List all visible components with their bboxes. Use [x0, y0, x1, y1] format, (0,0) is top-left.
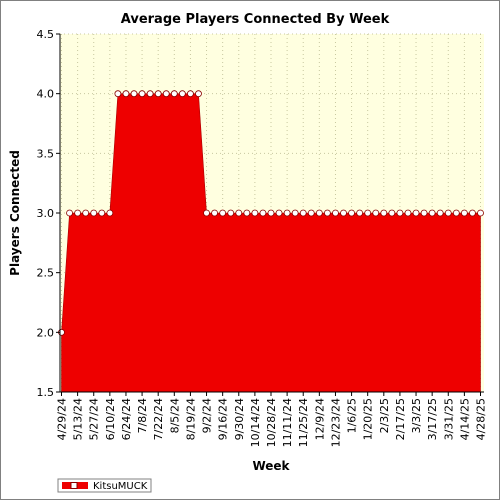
x-tick-label: 11/25/24 — [297, 398, 310, 447]
x-tick-label: 10/14/24 — [249, 398, 262, 447]
data-point — [307, 209, 315, 217]
data-point — [275, 209, 283, 217]
data-point — [178, 90, 186, 98]
data-point — [227, 209, 235, 217]
data-point — [243, 209, 251, 217]
data-point — [324, 209, 331, 217]
x-tick-label: 6/24/24 — [120, 398, 133, 440]
data-point — [372, 209, 380, 217]
data-point — [404, 209, 412, 217]
data-point — [251, 209, 259, 217]
data-point — [388, 209, 396, 217]
data-point — [219, 209, 227, 217]
x-tick-label: 12/9/24 — [313, 398, 326, 440]
data-point — [477, 209, 484, 217]
data-point — [428, 209, 436, 217]
y-axis-title: Players Connected — [8, 150, 22, 276]
data-point — [348, 209, 355, 217]
x-tick-label: 1/6/25 — [346, 398, 359, 433]
x-tick-label: 2/3/25 — [378, 398, 391, 433]
x-tick-label: 3/3/25 — [410, 398, 423, 433]
data-point — [436, 209, 444, 217]
data-point — [315, 209, 323, 217]
y-tick-label: 4.5 — [37, 28, 55, 41]
data-point — [114, 90, 122, 98]
x-axis-ticks: 4/29/24 5/13/24 5/27/24 6/10/24 6/24/24 7/8/2… — [56, 392, 488, 447]
y-tick-label: 1.5 — [37, 386, 55, 399]
x-tick-label: 8/5/24 — [168, 398, 181, 433]
x-tick-label: 9/16/24 — [217, 398, 230, 440]
data-point — [420, 209, 428, 217]
data-point — [267, 209, 275, 217]
x-tick-label: 5/13/24 — [72, 398, 85, 440]
data-point — [211, 209, 218, 217]
x-tick-label: 9/30/24 — [233, 398, 246, 440]
data-point — [170, 90, 178, 98]
x-tick-label: 9/2/24 — [201, 398, 214, 433]
data-point — [283, 209, 291, 217]
data-point — [162, 90, 170, 98]
data-point — [130, 90, 138, 98]
data-point — [412, 209, 420, 217]
x-tick-label: 12/23/24 — [329, 398, 342, 447]
data-point — [74, 209, 82, 217]
data-point — [469, 209, 476, 217]
x-tick-label: 4/14/25 — [458, 398, 471, 440]
x-tick-label: 3/17/25 — [426, 398, 439, 440]
x-tick-label: 11/11/24 — [281, 398, 294, 447]
x-tick-label: 3/31/25 — [442, 398, 455, 440]
data-point — [66, 209, 73, 217]
x-tick-label: 4/28/25 — [475, 398, 488, 440]
data-point — [203, 209, 210, 217]
data-point — [122, 90, 130, 98]
data-point — [332, 209, 339, 217]
x-tick-label: 7/8/24 — [136, 398, 149, 433]
x-tick-label: 7/22/24 — [152, 398, 165, 440]
data-point — [364, 209, 372, 217]
x-tick-label: 2/17/25 — [394, 398, 407, 440]
data-point — [235, 209, 243, 217]
x-tick-label: 8/19/24 — [184, 398, 197, 440]
x-tick-label: 10/28/24 — [265, 398, 278, 447]
data-point — [452, 209, 460, 217]
data-point — [340, 209, 347, 217]
y-tick-label: 2.5 — [37, 267, 55, 280]
y-tick-label: 3.0 — [37, 207, 55, 220]
data-point — [195, 90, 202, 98]
legend-marker — [70, 482, 78, 489]
data-point — [82, 209, 90, 217]
y-tick-label: 2.0 — [37, 326, 55, 339]
data-point — [460, 209, 468, 217]
data-point — [154, 90, 162, 98]
legend-label: KitsuMUCK — [93, 481, 148, 492]
data-point — [444, 209, 452, 217]
x-tick-label: 4/29/24 — [56, 398, 69, 440]
data-point — [380, 209, 388, 217]
data-point — [299, 209, 307, 217]
chart-title: Average Players Connected By Week — [121, 12, 390, 27]
y-tick-label: 4.0 — [37, 88, 55, 101]
data-point — [138, 90, 146, 98]
data-point — [106, 209, 114, 217]
y-axis-ticks: 1.5 2.0 2.5 3.0 3.5 4.0 4.5 — [37, 28, 60, 399]
data-point — [98, 209, 106, 217]
data-point — [146, 90, 154, 98]
x-tick-label: 5/27/24 — [88, 398, 101, 440]
x-tick-label: 6/10/24 — [104, 398, 117, 440]
data-point — [291, 209, 299, 217]
data-point — [259, 209, 267, 217]
data-point — [396, 209, 404, 217]
data-point — [356, 209, 364, 217]
data-point — [90, 209, 98, 217]
x-axis-title: Week — [252, 459, 290, 473]
y-tick-label: 3.5 — [37, 147, 55, 160]
x-tick-label: 1/20/25 — [362, 398, 375, 440]
legend: KitsuMUCK — [57, 478, 152, 493]
data-point — [187, 90, 194, 98]
